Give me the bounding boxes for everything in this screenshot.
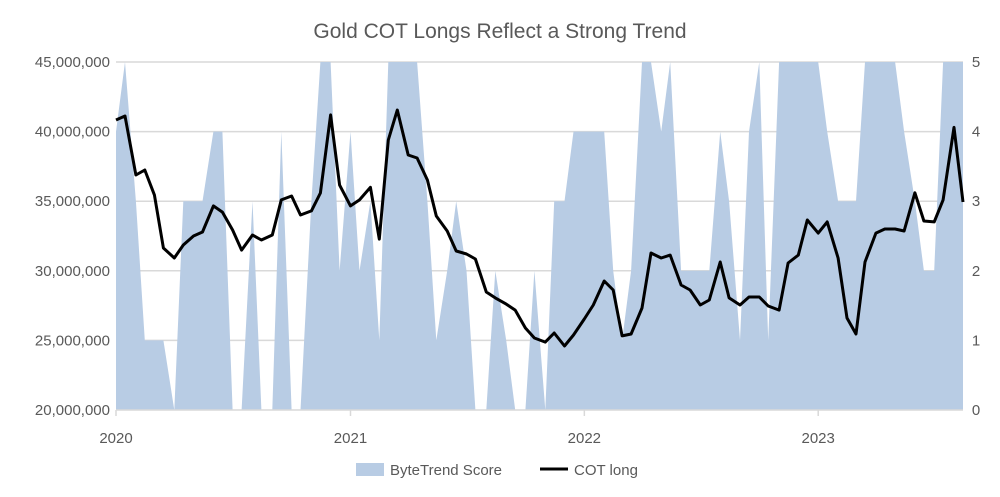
y-right-tick-label: 4 bbox=[972, 124, 980, 141]
axes: 20,000,000 25,000,000 30,000,000 35,000,000… bbox=[35, 54, 980, 447]
y-right-tick-label: 1 bbox=[972, 332, 980, 349]
y-left-tick-label: 40,000,000 bbox=[35, 124, 110, 141]
x-tick-label: 2021 bbox=[334, 430, 367, 447]
y-left-tick-label: 30,000,000 bbox=[35, 263, 110, 280]
y-left-tick-label: 20,000,000 bbox=[35, 402, 110, 419]
chart-title: Gold COT Longs Reflect a Strong Trend bbox=[313, 20, 686, 43]
score-area-layer bbox=[116, 62, 963, 410]
legend: ByteTrend Score COT long bbox=[356, 462, 638, 479]
y-left-tick-label: 25,000,000 bbox=[35, 332, 110, 349]
x-tick-label: 2020 bbox=[99, 430, 132, 447]
y-left-tick-label: 35,000,000 bbox=[35, 193, 110, 210]
score-area bbox=[116, 62, 963, 410]
y-right-tick-label: 0 bbox=[972, 402, 980, 419]
x-tick-label: 2022 bbox=[568, 430, 601, 447]
legend-label-score: ByteTrend Score bbox=[390, 462, 502, 479]
cot-long-line bbox=[115, 108, 965, 348]
cot-line-layer bbox=[115, 108, 965, 348]
y-right-tick-label: 5 bbox=[972, 54, 980, 71]
y-left-tick-label: 45,000,000 bbox=[35, 54, 110, 71]
y-right-tick-label: 3 bbox=[972, 193, 980, 210]
y-right-tick-label: 2 bbox=[972, 263, 980, 280]
legend-label-cot: COT long bbox=[574, 462, 638, 479]
legend-swatch-score bbox=[356, 463, 384, 476]
x-tick-label: 2023 bbox=[802, 430, 835, 447]
